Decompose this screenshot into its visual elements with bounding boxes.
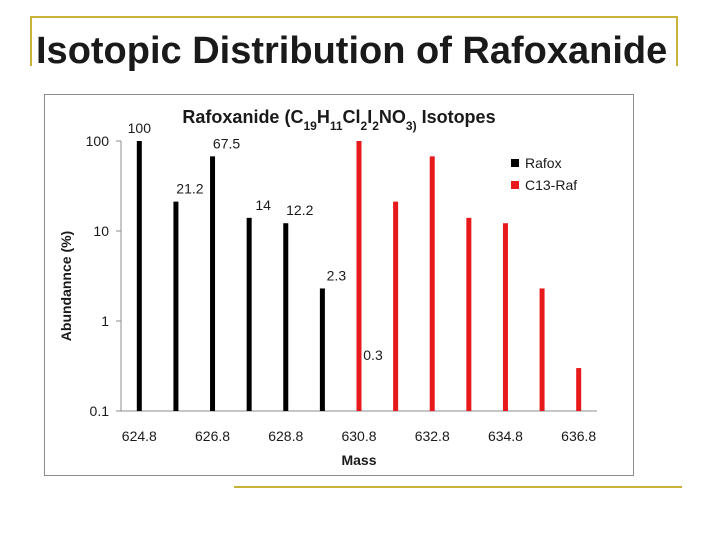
data-label: 21.2 [176, 181, 203, 197]
data-label: 12.2 [286, 202, 313, 218]
x-tick-label: 624.8 [122, 428, 157, 444]
legend-label-c13-raf: C13-Raf [525, 177, 577, 193]
legend-swatch-c13-raf [511, 181, 519, 189]
y-tick-label: 0.1 [90, 403, 110, 419]
bar-rafox [319, 288, 325, 411]
y-tick-label: 10 [93, 223, 109, 239]
frame-right-line [676, 16, 678, 66]
y-tick-label: 1 [101, 313, 109, 329]
chart-title: Rafoxanide (C19H11Cl2I2NO3) Isotopes [182, 107, 495, 133]
data-label: 14 [255, 197, 271, 213]
frame-left-line [30, 16, 32, 66]
x-tick-label: 630.8 [341, 428, 376, 444]
bar-rafox [173, 201, 179, 411]
slide-title: Isotopic Distribution of Rafoxanide [36, 30, 668, 72]
x-axis-title: Mass [341, 452, 376, 468]
bar-rafox [246, 217, 252, 411]
data-label: 0.3 [363, 347, 383, 363]
y-axis-title: Abundannce (%) [58, 231, 74, 341]
x-tick-label: 636.8 [561, 428, 596, 444]
bar-c13-raf [466, 217, 472, 411]
bar-c13-raf [429, 156, 435, 411]
data-label: 100 [128, 120, 152, 136]
legend-label-rafox: Rafox [525, 155, 562, 171]
isotope-chart: Rafoxanide (C19H11Cl2I2NO3) Isotopes 0.1 1… [58, 107, 597, 468]
chart-container: Rafoxanide (C19H11Cl2I2NO3) Isotopes 0.1 1… [44, 94, 634, 476]
x-tick-label: 634.8 [488, 428, 523, 444]
bar-c13-raf [393, 201, 399, 411]
data-label: 2.3 [327, 267, 347, 283]
frame-top-line [30, 16, 678, 18]
x-tick-label: 626.8 [195, 428, 230, 444]
bar-c13-raf [502, 223, 508, 411]
bar-c13-raf [576, 368, 582, 411]
bar-rafox [210, 156, 216, 411]
data-label: 67.5 [213, 135, 240, 151]
x-tick-label: 632.8 [415, 428, 450, 444]
y-tick-label: 100 [86, 133, 110, 149]
bar-c13-raf [356, 141, 362, 411]
bar-c13-raf [539, 288, 545, 411]
frame-bottom-line [234, 486, 682, 488]
x-tick-label: 628.8 [268, 428, 303, 444]
bar-rafox [283, 223, 289, 411]
legend-swatch-rafox [511, 159, 519, 167]
bar-rafox [136, 141, 142, 411]
